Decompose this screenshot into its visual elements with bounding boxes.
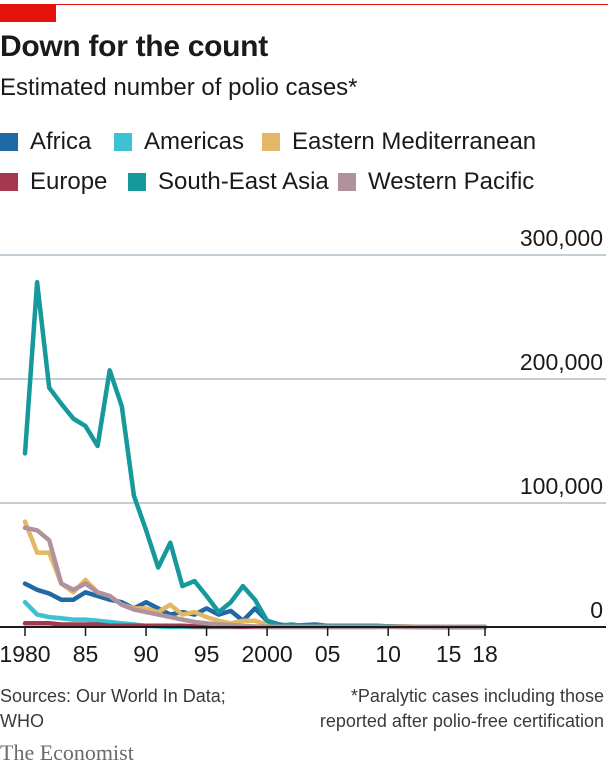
legend-item-western-pacific: Western Pacific: [338, 168, 534, 196]
footnote: *Paralytic cases including those reporte…: [320, 684, 604, 734]
x-tick-label: 1980: [0, 641, 51, 667]
legend-swatch-western-pacific: [338, 173, 356, 191]
legend-label-western-pacific: Western Pacific: [368, 168, 535, 195]
legend-label-south-east-asia: South-East Asia: [158, 168, 329, 195]
legend-label-africa: Africa: [30, 128, 92, 155]
legend-item-americas: Americas: [114, 128, 244, 156]
x-tick-label: 15: [436, 641, 462, 667]
x-tick-label: 10: [375, 641, 401, 667]
x-tick-label: 95: [194, 641, 220, 667]
legend-item-eastern-mediterranean: Eastern Mediterranean: [262, 128, 536, 156]
footnote-line-2: reported after polio-free certification: [319, 711, 604, 731]
x-tick-label: 90: [133, 641, 159, 667]
series-lines: [22, 280, 488, 630]
footnote-line-1: *Paralytic cases including those: [350, 686, 604, 706]
brand-logo-text: The Economist: [0, 740, 134, 765]
chart-subtitle: Estimated number of polio cases*: [0, 74, 358, 101]
y-tick-labels: 0 100,000 200,000 300,000: [520, 225, 603, 623]
y-tick-label: 100,000: [520, 473, 603, 499]
legend-label-americas: Americas: [144, 128, 245, 155]
x-tick-label: 85: [73, 641, 99, 667]
sources-line-2: WHO: [0, 711, 44, 731]
series-line-western-pacific: [22, 525, 488, 630]
sources-line-1: Sources: Our World In Data;: [0, 686, 226, 706]
legend-label-eastern-mediterranean: Eastern Mediterranean: [292, 128, 537, 155]
brand-red-tag: [0, 4, 56, 22]
chart-title: Down for the count: [0, 30, 268, 63]
y-tick-label: 300,000: [520, 225, 603, 251]
legend-label-europe: Europe: [30, 168, 108, 195]
gridlines: [0, 254, 606, 504]
series-line-south-east-asia: [22, 280, 488, 630]
x-tick-label: 05: [315, 641, 341, 667]
legend-swatch-europe: [0, 173, 18, 191]
legend-item-africa: Africa: [0, 128, 91, 156]
legend-swatch-south-east-asia: [128, 173, 146, 191]
legend-item-south-east-asia: South-East Asia: [128, 168, 329, 196]
y-tick-label: 200,000: [520, 349, 603, 375]
legend: Africa Americas Eastern Mediterranean Eu…: [0, 128, 608, 208]
legend-swatch-africa: [0, 133, 18, 151]
x-tick-label: 18: [472, 641, 498, 667]
legend-item-europe: Europe: [0, 168, 107, 196]
y-tick-label: 0: [590, 597, 603, 623]
legend-swatch-eastern-mediterranean: [262, 133, 280, 151]
legend-swatch-americas: [114, 133, 132, 151]
sources-note: Sources: Our World In Data; WHO: [0, 684, 226, 734]
top-rule: [0, 4, 608, 5]
x-axis: 1980 85 90 95 2000 05 10 15 18: [0, 626, 606, 667]
x-tick-label: 2000: [242, 641, 293, 667]
